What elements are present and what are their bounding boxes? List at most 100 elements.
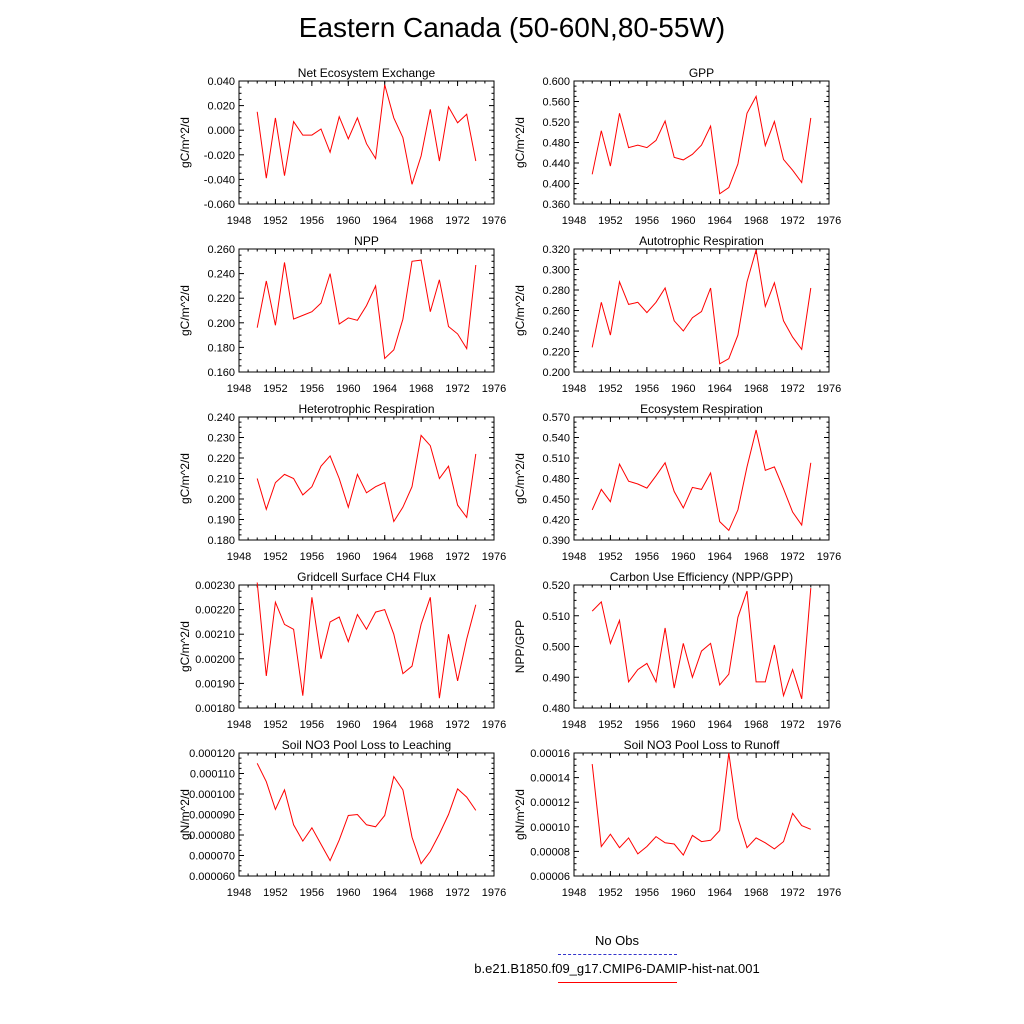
y-tick-label: 0.520 [542,117,570,129]
x-tick-label: 1972 [780,551,804,563]
plot-frame [573,584,830,709]
y-tick-label: 0.190 [207,515,235,527]
x-tick-label: 1960 [336,719,360,731]
y-tick-label: 0.210 [207,474,235,486]
y-tick-label: 0.00210 [195,629,235,641]
panel-title: Autotrophic Respiration [639,234,764,248]
x-tick-label: 1964 [707,887,731,899]
y-tick-label: 0.360 [542,199,570,211]
x-tick-label: 1956 [635,383,659,395]
x-tick-label: 1952 [598,383,622,395]
x-tick-label: 1976 [817,215,841,227]
chart-panel-6: Ecosystem Respiration gC/m^2/d 1948 1952 195… [513,402,841,563]
x-tick-label: 1960 [336,215,360,227]
x-tick-label: 1972 [445,719,469,731]
x-tick-label: 1976 [482,887,506,899]
y-tick-label: 0.020 [207,101,235,113]
x-tick-label: 1956 [300,551,324,563]
x-tick-label: 1976 [817,887,841,899]
x-tick-label: 1972 [445,383,469,395]
series-line [256,763,477,865]
x-tick-label: 1952 [263,215,287,227]
panel-title: NPP [354,234,379,248]
panel-title: Soil NO3 Pool Loss to Runoff [624,738,781,752]
x-tick-label: 1972 [445,551,469,563]
x-tick-label: 1948 [562,887,586,899]
series-line [256,84,477,185]
x-tick-label: 1948 [227,551,251,563]
y-tick-label: 0.180 [207,535,235,547]
x-tick-label: 1960 [336,551,360,563]
x-tick-label: 1948 [562,215,586,227]
x-tick-label: 1964 [707,383,731,395]
chart-panel-10: Soil NO3 Pool Loss to Runoff gN/m^2/d 1948… [513,738,841,899]
x-tick-label: 1964 [707,551,731,563]
x-tick-label: 1976 [482,215,506,227]
plot-frame [238,752,495,877]
series-line [256,259,477,360]
y-tick-label: 0.00180 [195,703,235,715]
x-tick-label: 1956 [300,383,324,395]
legend-model-line [558,982,677,983]
x-tick-label: 1952 [263,887,287,899]
y-axis-label: gC/m^2/d [513,453,527,504]
y-axis-label: NPP/GPP [513,620,527,673]
series-line [591,588,812,699]
x-tick-label: 1972 [780,383,804,395]
x-tick-label: 1976 [482,383,506,395]
y-tick-label: 0.510 [542,611,570,623]
chart-panel-5: Heterotrophic Respiration gC/m^2/d 1948 195… [178,402,506,563]
y-tick-label: 0.240 [207,412,235,424]
x-tick-label: 1968 [744,383,768,395]
series-line [256,434,477,523]
x-tick-label: 1968 [744,551,768,563]
plot-frame [238,416,495,541]
x-tick-label: 1964 [372,551,396,563]
x-tick-label: 1956 [300,887,324,899]
x-tick-label: 1972 [780,887,804,899]
y-tick-label: 0.00220 [195,605,235,617]
plot-frame [573,80,830,205]
y-axis-label: gC/m^2/d [178,285,192,336]
x-tick-label: 1948 [227,719,251,731]
x-tick-label: 1952 [598,887,622,899]
x-tick-label: 1968 [409,551,433,563]
y-tick-label: 0.160 [207,367,235,379]
y-tick-label: 0.260 [207,244,235,256]
x-tick-label: 1968 [409,887,433,899]
y-tick-label: 0.00230 [195,580,235,592]
y-tick-label: 0.220 [542,347,570,359]
x-tick-label: 1948 [227,383,251,395]
x-tick-label: 1956 [635,887,659,899]
x-tick-label: 1952 [598,215,622,227]
y-tick-label: -0.020 [204,150,235,162]
y-tick-label: 0.280 [542,285,570,297]
chart-panel-1: Net Ecosystem Exchange gC/m^2/d 1948 1952 19… [178,66,506,227]
x-tick-label: 1952 [263,551,287,563]
x-tick-label: 1964 [372,719,396,731]
x-tick-label: 1960 [336,887,360,899]
x-tick-label: 1948 [562,383,586,395]
y-tick-label: 0.420 [542,515,570,527]
x-tick-label: 1952 [598,551,622,563]
chart-panel-3: NPP gC/m^2/d 1948 1952 1956 1960 1964 1968 1972 1… [178,234,506,395]
x-tick-label: 1964 [372,215,396,227]
y-tick-label: 0.480 [542,474,570,486]
y-tick-label: 0.200 [207,494,235,506]
x-tick-label: 1972 [780,719,804,731]
y-axis-label: gN/m^2/d [513,789,527,840]
x-tick-label: 1956 [300,719,324,731]
x-tick-label: 1948 [227,215,251,227]
panel-title: Net Ecosystem Exchange [298,66,436,80]
figure-title: Eastern Canada (50-60N,80-55W) [298,12,726,43]
x-tick-label: 1956 [635,215,659,227]
x-tick-label: 1972 [445,887,469,899]
y-axis-label: gN/m^2/d [178,789,192,840]
x-tick-label: 1976 [482,551,506,563]
panel-title: Soil NO3 Pool Loss to Leaching [282,738,451,752]
x-tick-label: 1960 [671,551,695,563]
plot-frame [573,416,830,541]
y-axis-label: gC/m^2/d [513,285,527,336]
plot-frame [238,584,495,709]
x-tick-label: 1960 [671,383,695,395]
